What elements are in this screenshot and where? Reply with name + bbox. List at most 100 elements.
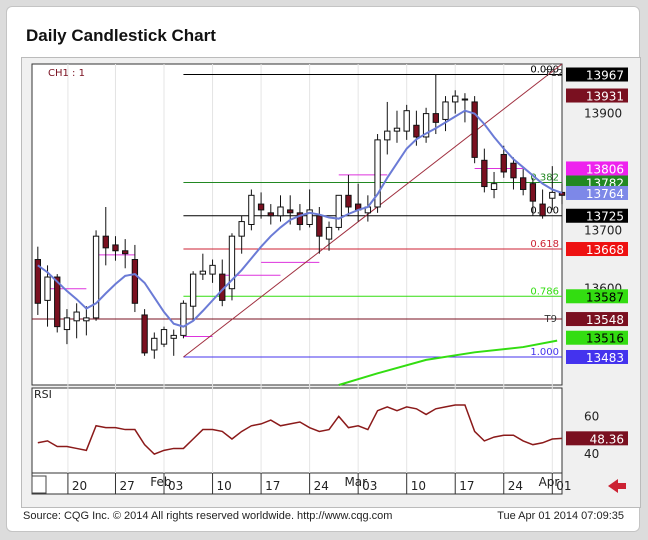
candle-body xyxy=(189,273,197,307)
rsi-axis-label: 40 xyxy=(584,447,599,461)
timestamp: Tue Apr 01 2014 07:09:35 xyxy=(497,510,624,522)
price-tag-bg xyxy=(566,349,628,364)
candle-body xyxy=(461,98,469,101)
annotation-label: T9 xyxy=(544,314,557,325)
green-indicator-line xyxy=(338,339,558,386)
trendline xyxy=(183,63,563,358)
price-tag-bg xyxy=(566,289,628,304)
candle-body xyxy=(471,101,478,158)
scroll-box xyxy=(31,475,47,494)
candle-body xyxy=(403,110,410,132)
candle-body xyxy=(316,215,323,237)
candle-body xyxy=(442,101,449,120)
candle-body xyxy=(199,270,207,275)
candle-body xyxy=(325,226,333,240)
candle-body xyxy=(209,264,216,275)
fib-level-label: 0.786 xyxy=(530,286,559,297)
candle-body xyxy=(170,334,177,339)
chart-title: Daily Candlestick Chart xyxy=(26,26,216,45)
date-tick-label: 01 xyxy=(556,479,571,493)
price-axis-label: 13700 xyxy=(584,223,622,237)
candle-body xyxy=(228,235,236,290)
rsi-tag-bg xyxy=(566,431,628,446)
price-tag-bg xyxy=(566,208,628,223)
price-tag-bg xyxy=(566,161,628,176)
date-tick-label: 03 xyxy=(362,479,377,493)
candle-body xyxy=(180,302,187,336)
candle-body xyxy=(83,317,90,322)
candle-body xyxy=(520,177,527,190)
date-tick-label: 24 xyxy=(508,479,523,493)
month-label: Mar xyxy=(344,475,367,489)
rsi-tag-label: 48.36 xyxy=(590,432,624,446)
annotation-label: T12 xyxy=(544,68,564,79)
candle-body xyxy=(549,191,556,199)
price-tag-bg xyxy=(566,312,628,327)
price-tag-bg xyxy=(566,330,628,345)
rsi-line xyxy=(37,404,563,455)
candle-body xyxy=(257,203,265,211)
price-tag-bg xyxy=(566,175,628,190)
chart-frame: 20 27 03 10 17 24 03 10 17 24 01 Feb Mar Apr CH1 : 1 0.… xyxy=(21,57,641,508)
candle-body xyxy=(374,139,381,208)
candle-body xyxy=(413,124,420,138)
price-tag-bg xyxy=(566,242,628,257)
rsi-plot-area xyxy=(31,387,563,474)
candle-body xyxy=(345,194,352,208)
candle-body xyxy=(287,209,294,214)
candle-body xyxy=(122,250,129,255)
candle-body xyxy=(73,311,80,322)
price-tag-label: 13806 xyxy=(586,162,624,176)
rsi-title: RSI xyxy=(34,388,52,401)
price-tag-label: 13931 xyxy=(586,90,624,104)
candle-body xyxy=(277,206,284,217)
candle-body xyxy=(160,329,168,345)
moving-average-line xyxy=(37,109,563,328)
date-tick-label: 03 xyxy=(168,479,183,493)
price-tag-label: 13516 xyxy=(586,332,624,346)
candle-body xyxy=(131,259,139,304)
candle-body xyxy=(539,203,546,217)
candle-body xyxy=(34,259,41,304)
price-tag-label: 13587 xyxy=(586,290,624,304)
fib-level-label: 0.000 xyxy=(530,65,559,76)
candle-body xyxy=(102,235,109,249)
candle-body xyxy=(248,194,255,225)
candle-body xyxy=(432,113,439,123)
fib-level-label: 0.618 xyxy=(530,239,559,250)
month-label: Feb xyxy=(150,475,171,489)
price-tag-label: 13483 xyxy=(586,351,624,365)
fib-level-label: 0.382 xyxy=(530,172,559,183)
date-tick-label: 17 xyxy=(265,479,280,493)
month-label: Apr xyxy=(539,475,560,489)
candle-body xyxy=(296,212,304,225)
candle-body xyxy=(510,162,517,179)
price-tag-label: 13725 xyxy=(586,210,624,224)
candle-body xyxy=(63,317,71,331)
candle-body xyxy=(112,244,119,252)
price-tag-label: 13668 xyxy=(586,243,624,257)
date-tick-label: 10 xyxy=(411,479,426,493)
candle-body xyxy=(393,127,401,132)
candle-body xyxy=(500,153,507,173)
contract-label: CH1 : 1 xyxy=(48,68,85,79)
candle-body xyxy=(267,212,274,217)
price-tag-bg xyxy=(566,185,628,200)
chart-card: Daily Candlestick Chart 20 27 03 10 17 24 03 10… xyxy=(6,6,641,532)
price-tag-label: 13764 xyxy=(586,187,624,201)
candle-body xyxy=(529,183,537,202)
date-tick-label: 24 xyxy=(314,479,329,493)
candle-body xyxy=(306,209,313,225)
source-note: Source: CQG Inc. © 2014 All rights reser… xyxy=(23,510,393,522)
fib-level-label: 1.000 xyxy=(530,347,559,358)
candle-body xyxy=(490,183,498,190)
scroll-left-arrow-icon[interactable] xyxy=(608,479,626,493)
candle-body xyxy=(54,276,61,328)
candle-body xyxy=(141,314,148,354)
candle-body xyxy=(151,337,158,351)
date-tick-label: 10 xyxy=(217,479,232,493)
price-tag-bg xyxy=(566,67,628,82)
price-tag-label: 13967 xyxy=(586,69,624,83)
date-tick-label: 17 xyxy=(459,479,474,493)
date-axis-area xyxy=(31,472,563,495)
